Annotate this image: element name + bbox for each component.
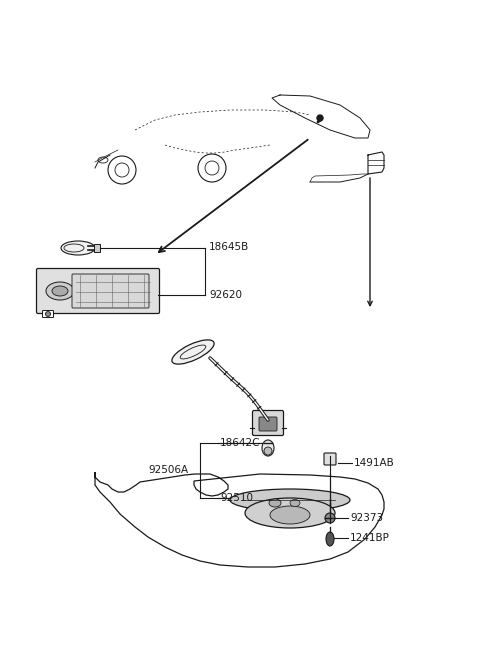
Text: 92510: 92510 (220, 493, 253, 503)
Text: 18642C: 18642C (220, 438, 261, 448)
Ellipse shape (270, 506, 310, 524)
FancyBboxPatch shape (72, 274, 149, 308)
Ellipse shape (326, 532, 334, 546)
Circle shape (46, 311, 50, 317)
Ellipse shape (262, 440, 274, 456)
FancyBboxPatch shape (43, 311, 53, 317)
Ellipse shape (46, 282, 74, 300)
FancyBboxPatch shape (324, 453, 336, 465)
FancyBboxPatch shape (36, 269, 159, 313)
Ellipse shape (264, 447, 272, 455)
Ellipse shape (61, 241, 95, 255)
Text: 18645B: 18645B (209, 242, 249, 252)
Circle shape (317, 115, 323, 121)
FancyBboxPatch shape (252, 411, 284, 436)
Circle shape (325, 513, 335, 523)
Text: 1241BP: 1241BP (350, 533, 390, 543)
Text: 92373: 92373 (350, 513, 383, 523)
Ellipse shape (172, 340, 214, 364)
FancyBboxPatch shape (94, 244, 100, 252)
Ellipse shape (269, 499, 281, 507)
Ellipse shape (290, 499, 300, 507)
Ellipse shape (230, 489, 350, 511)
Text: 92506A: 92506A (148, 465, 188, 475)
FancyBboxPatch shape (259, 417, 277, 431)
Text: 92620: 92620 (209, 290, 242, 300)
Ellipse shape (52, 286, 68, 296)
Text: 1491AB: 1491AB (354, 458, 395, 468)
Ellipse shape (245, 498, 335, 528)
